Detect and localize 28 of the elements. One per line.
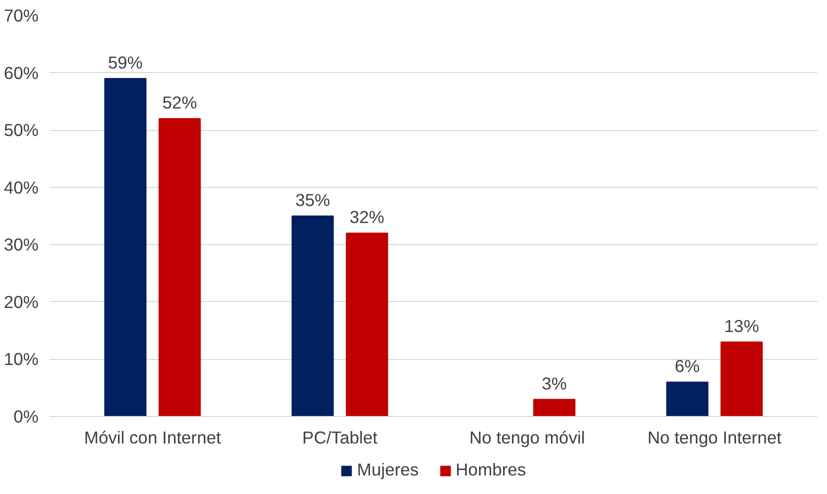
- bar: [666, 382, 708, 416]
- y-tick-label: 50%: [4, 120, 39, 140]
- bar: [292, 216, 334, 416]
- y-tick-label: 10%: [4, 349, 39, 370]
- data-label: 6%: [674, 356, 700, 376]
- y-tick-label: 60%: [4, 62, 39, 83]
- x-tick-label: PC/Tablet: [302, 428, 378, 448]
- data-label: 35%: [295, 190, 330, 210]
- y-tick-label: 30%: [4, 234, 39, 255]
- bar: [346, 232, 388, 416]
- bar: [720, 342, 763, 416]
- data-label: 52%: [162, 92, 198, 113]
- bar: [533, 398, 576, 416]
- data-label: 13%: [724, 316, 759, 336]
- y-tick-label: 0%: [13, 406, 38, 426]
- data-label: 3%: [542, 373, 567, 394]
- bar: [158, 118, 201, 416]
- data-label: 59%: [108, 52, 143, 73]
- data-label: 32%: [350, 207, 384, 228]
- x-tick-label: Móvil con Internet: [84, 428, 222, 448]
- legend-label: Hombres: [456, 460, 526, 480]
- y-tick-label: 40%: [4, 177, 39, 198]
- y-tick-label: 70%: [4, 6, 39, 26]
- bar: [104, 78, 146, 416]
- legend-label: Mujeres: [357, 460, 419, 480]
- x-tick-label: No tengo móvil: [469, 428, 585, 448]
- y-tick-label: 20%: [4, 292, 39, 312]
- x-tick-label: No tengo Internet: [648, 428, 782, 448]
